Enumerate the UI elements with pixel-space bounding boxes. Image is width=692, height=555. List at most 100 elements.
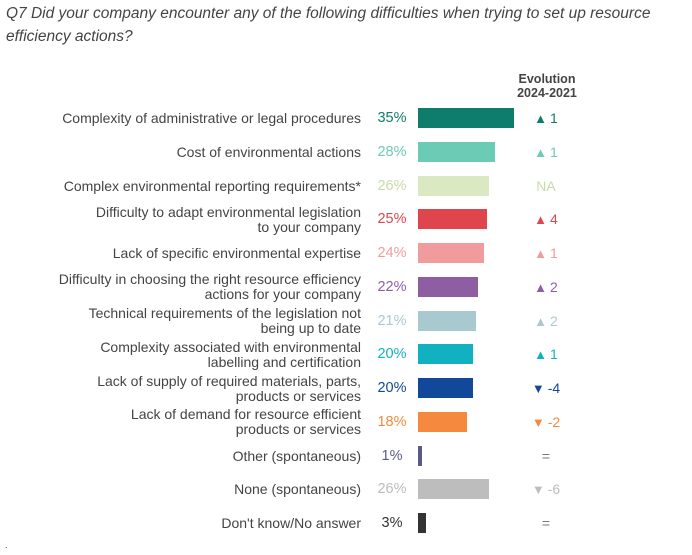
category-label: Difficulty to adapt environmental legisl… <box>11 203 361 236</box>
value-label: 21% <box>377 312 407 329</box>
evolution-value: ▼ -4 <box>515 372 577 405</box>
chart-row: Difficulty to adapt environmental legisl… <box>0 203 692 236</box>
category-label: Difficulty in choosing the right resourc… <box>11 271 361 304</box>
chart-row: Don't know/No answer 3% = <box>0 507 692 540</box>
category-label-line: Don't know/No answer <box>221 515 361 531</box>
chart-row: Lack of specific environmental expertise… <box>0 237 692 270</box>
category-label-line: Complex environmental reporting requirem… <box>63 177 361 194</box>
value-label: 3% <box>381 515 403 531</box>
evolution-header-line-1: Evolution <box>518 72 576 86</box>
triangle-up-icon: ▲ <box>534 279 548 295</box>
bar <box>418 344 473 365</box>
category-label-line: None (spontaneous) <box>234 481 361 498</box>
evolution-value: ▲ 1 <box>515 136 577 169</box>
evolution-value: = <box>515 507 577 540</box>
triangle-up-icon: ▲ <box>534 111 548 126</box>
value-label: 25% <box>377 211 407 228</box>
category-label: None (spontaneous) <box>11 473 361 506</box>
category-label-line: Other (spontaneous) <box>232 447 361 464</box>
category-label-line: Lack of demand for resource efficient <box>130 406 361 423</box>
bar <box>418 378 473 398</box>
evolution-header: Evolution 2024-2021 <box>505 72 589 100</box>
category-label-line: Complexity associated with environmental <box>100 338 361 355</box>
category-label-line: Cost of environmental actions <box>176 143 361 160</box>
triangle-up-icon: ▲ <box>534 246 548 261</box>
category-label-line: Difficulty to adapt environmental legisl… <box>95 203 361 220</box>
evolution-value: = <box>515 440 577 473</box>
chart-row: Cost of environmental actions 28% ▲ 1 <box>0 136 692 169</box>
chart-row: Complexity associated with environmental… <box>0 338 692 371</box>
evolution-number: NA <box>536 177 556 194</box>
triangle-down-icon: ▼ <box>531 381 545 396</box>
category-label: Complexity associated with environmental… <box>11 338 361 371</box>
triangle-down-icon: ▼ <box>531 414 545 430</box>
evolution-number: -4 <box>547 380 561 396</box>
chart-row: Technical requirements of the legislatio… <box>0 305 692 338</box>
category-label: Other (spontaneous) <box>11 440 361 473</box>
evolution-number: 1 <box>550 346 558 363</box>
evolution-value: NA <box>515 170 577 203</box>
evolution-number: 1 <box>550 245 558 261</box>
category-label: Complexity of administrative or legal pr… <box>11 102 361 135</box>
evolution-number: 1 <box>550 110 558 126</box>
category-label: Lack of demand for resource efficient pro… <box>11 406 361 439</box>
bar <box>418 310 476 331</box>
bar <box>418 445 422 466</box>
category-label: Don't know/No answer <box>11 507 361 540</box>
category-label: Lack of supply of required materials, pa… <box>11 372 361 405</box>
value-label: 20% <box>377 380 407 396</box>
bar <box>418 276 479 297</box>
category-label-line: labelling and certification <box>207 353 361 370</box>
evolution-value: ▲ 1 <box>515 237 577 270</box>
chart-row: Complexity of administrative or legal pr… <box>0 102 692 135</box>
evolution-number: = <box>541 515 551 531</box>
chart-row: Lack of demand for resource efficient pro… <box>0 406 692 439</box>
evolution-number: -6 <box>547 481 561 498</box>
value-label: 20% <box>377 346 407 363</box>
value-label: 22% <box>377 278 407 295</box>
evolution-value: ▲ 4 <box>515 203 577 236</box>
bar <box>418 108 514 128</box>
category-label-line: Technical requirements of the legislatio… <box>88 305 361 321</box>
value-label: 26% <box>377 177 407 194</box>
evolution-number: 1 <box>550 143 558 160</box>
evolution-number: -2 <box>547 413 561 430</box>
bar <box>418 479 490 500</box>
value-label: 18% <box>377 413 407 430</box>
category-label: Cost of environmental actions <box>11 136 361 169</box>
category-label-line: Lack of supply of required materials, pa… <box>97 372 361 389</box>
evolution-value: ▼ -6 <box>515 473 577 506</box>
category-label-line: products or services <box>235 421 361 438</box>
value-label: 28% <box>377 143 407 160</box>
evolution-value: ▲ 2 <box>515 271 577 304</box>
bar <box>418 209 487 230</box>
evolution-number: 2 <box>550 278 558 295</box>
bar <box>418 411 468 432</box>
evolution-value: ▲ 2 <box>515 305 577 338</box>
bar <box>418 513 427 533</box>
category-label: Complex environmental reporting requirem… <box>11 170 361 203</box>
bar <box>418 243 484 263</box>
triangle-up-icon: ▲ <box>534 212 548 228</box>
category-label-line: actions for your company <box>204 286 361 303</box>
category-label: Technical requirements of the legislatio… <box>11 305 361 338</box>
value-label: 35% <box>377 110 407 126</box>
chart-row: None (spontaneous) 26% ▼ -6 <box>0 473 692 506</box>
triangle-up-icon: ▲ <box>534 144 548 160</box>
evolution-header-line-2: 2024-2021 <box>517 86 577 100</box>
evolution-number: 2 <box>550 312 558 329</box>
value-label: 24% <box>377 245 407 261</box>
chart-row: Other (spontaneous) 1% = <box>0 440 692 473</box>
triangle-up-icon: ▲ <box>534 347 548 363</box>
question-title: Q7 Did your company encounter any of the… <box>6 5 651 45</box>
footer-mark: . <box>5 540 8 550</box>
category-label: Lack of specific environmental expertise <box>11 237 361 270</box>
evolution-value: ▲ 1 <box>515 338 577 371</box>
category-label-line: to your company <box>257 218 362 235</box>
category-label-line: being up to date <box>260 320 361 336</box>
triangle-up-icon: ▲ <box>534 313 548 329</box>
category-label-line: Difficulty in choosing the right resourc… <box>58 271 361 288</box>
category-label-line: products or services <box>235 387 361 404</box>
evolution-number: 4 <box>550 211 558 228</box>
chart-row: Lack of supply of required materials, pa… <box>0 372 692 405</box>
